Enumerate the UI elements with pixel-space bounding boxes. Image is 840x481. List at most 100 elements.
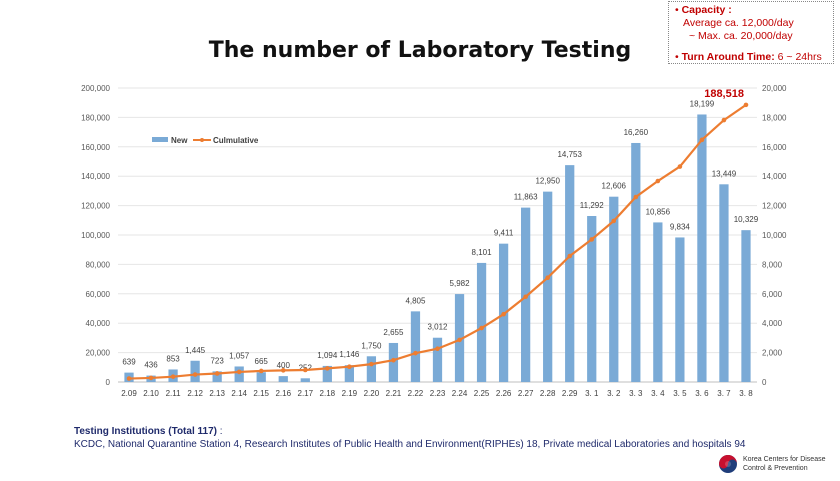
bar-new xyxy=(653,222,663,382)
bar-data-label: 723 xyxy=(210,356,224,365)
cumulative-point xyxy=(192,372,198,377)
capacity-label: Capacity : xyxy=(681,4,732,16)
right-axis-tick: 12,000 xyxy=(762,202,787,211)
bar-data-label: 436 xyxy=(144,361,158,370)
cumulative-point xyxy=(126,376,132,381)
x-axis-tick: 2.09 xyxy=(121,389,137,398)
cumulative-point xyxy=(545,275,550,281)
left-axis-tick: 180,000 xyxy=(81,113,110,122)
bar-data-label: 13,449 xyxy=(712,169,737,178)
left-axis-tick: 40,000 xyxy=(86,319,111,328)
bar-data-label: 12,950 xyxy=(535,177,560,186)
bar-data-label: 1,094 xyxy=(317,351,338,360)
cumulative-point xyxy=(743,102,749,108)
bar-data-label: 11,863 xyxy=(514,193,538,202)
right-axis-tick: 14,000 xyxy=(762,172,787,181)
bar-new xyxy=(565,165,575,382)
left-axis-tick: 140,000 xyxy=(81,172,110,181)
page-title: The number of Laboratory Testing xyxy=(208,38,632,63)
bar-data-label: 3,012 xyxy=(427,323,448,332)
x-axis-tick: 2.27 xyxy=(518,389,534,398)
x-axis-tick: 2.12 xyxy=(187,389,203,398)
logo-line-2: Control & Prevention xyxy=(743,465,808,472)
cumulative-point xyxy=(523,294,528,300)
cumulative-point xyxy=(236,369,242,375)
cumulative-point xyxy=(677,164,683,169)
bar-new xyxy=(212,371,222,382)
x-axis-tick: 2.29 xyxy=(562,389,578,398)
capacity-max: ~ Max. ca. 20,000/day xyxy=(689,30,793,42)
right-axis-tick: 0 xyxy=(762,378,767,387)
logo-line-1: Korea Centers for Disease xyxy=(743,456,826,463)
bar-data-label: 1,750 xyxy=(361,341,382,350)
x-axis-tick: 2.13 xyxy=(209,389,225,398)
bar-new xyxy=(609,196,619,382)
x-axis-tick: 2.15 xyxy=(253,389,269,398)
cumulative-point xyxy=(391,357,396,363)
right-axis-tick: 18,000 xyxy=(762,113,787,122)
testing-chart: 0 0 20,000 2,000 40,000 4,000 60,000 6,000 80,00… xyxy=(81,84,787,398)
bar-data-label: 9,834 xyxy=(670,222,691,231)
cumulative-point xyxy=(325,366,330,371)
right-axis-tick: 2,000 xyxy=(762,349,783,358)
bar-new xyxy=(587,216,597,382)
cumulative-point xyxy=(302,367,308,373)
bar-new xyxy=(344,365,354,382)
x-axis-tick: 3. 1 xyxy=(585,389,599,398)
cumulative-point xyxy=(148,375,154,381)
x-axis-tick: 2.19 xyxy=(342,389,358,398)
x-axis-tick: 2.17 xyxy=(298,389,314,398)
bar-data-label: 853 xyxy=(166,354,180,363)
legend-swatch-new xyxy=(152,137,168,142)
right-axis-tick: 4,000 xyxy=(762,319,783,328)
bar-new xyxy=(234,366,244,382)
bar-new xyxy=(190,360,200,382)
x-axis-tick: 3. 4 xyxy=(651,389,665,398)
x-axis-tick: 2.18 xyxy=(320,389,336,398)
x-axis-tick: 2.21 xyxy=(386,389,402,398)
bar-new xyxy=(697,114,707,382)
bar-data-label: 14,753 xyxy=(557,150,582,159)
institutions-heading: Testing Institutions (Total 117) xyxy=(74,426,217,437)
x-axis-tick: 2.16 xyxy=(275,389,291,398)
cumulative-point xyxy=(435,346,440,352)
cumulative-point xyxy=(280,368,286,373)
bar-new xyxy=(631,142,641,382)
bar-new xyxy=(278,376,288,382)
bar-data-label: 10,329 xyxy=(734,215,759,224)
left-axis-tick: 200,000 xyxy=(81,84,110,93)
testing-institutions: Testing Institutions (Total 117) : KCDC,… xyxy=(74,425,745,451)
x-axis-tick: 2.20 xyxy=(364,389,380,398)
x-axis-tick: 2.22 xyxy=(408,389,424,398)
bar-new xyxy=(432,337,443,382)
cumulative-point xyxy=(457,337,462,343)
x-axis-tick: 2.23 xyxy=(430,389,446,398)
cumulative-point xyxy=(655,178,661,184)
cumulative-point xyxy=(721,117,727,123)
bar-new xyxy=(543,191,553,382)
right-axis-tick: 16,000 xyxy=(762,143,787,152)
heading-suffix: : xyxy=(216,426,223,437)
x-axis-tick: 2.25 xyxy=(474,389,490,398)
cumulative-point xyxy=(170,374,176,379)
bar-new xyxy=(256,372,266,382)
bar-new xyxy=(476,262,487,382)
bar-new xyxy=(322,365,332,382)
x-axis-tick: 2.11 xyxy=(166,389,182,398)
left-axis-tick: 100,000 xyxy=(81,231,110,240)
cumulative-point xyxy=(214,371,220,376)
x-axis-tick: 3. 8 xyxy=(739,389,753,398)
x-axis-tick: 2.26 xyxy=(496,389,512,398)
kcdc-logo: Korea Centers for Disease Control & Preve… xyxy=(718,454,825,474)
bar-data-label: 9,411 xyxy=(494,229,514,238)
left-axis-tick: 60,000 xyxy=(86,290,111,299)
cumulative-point xyxy=(258,368,264,374)
cumulative-point xyxy=(611,218,617,224)
x-axis-tick: 3. 6 xyxy=(695,389,709,398)
left-axis-tick: 120,000 xyxy=(81,202,110,211)
cumulative-point xyxy=(589,237,595,242)
x-axis-tick: 3. 2 xyxy=(607,389,621,398)
right-axis-tick: 6,000 xyxy=(762,290,783,299)
turnaround-label: Turn Around Time: xyxy=(681,51,775,63)
legend-label-new: New xyxy=(171,136,188,145)
